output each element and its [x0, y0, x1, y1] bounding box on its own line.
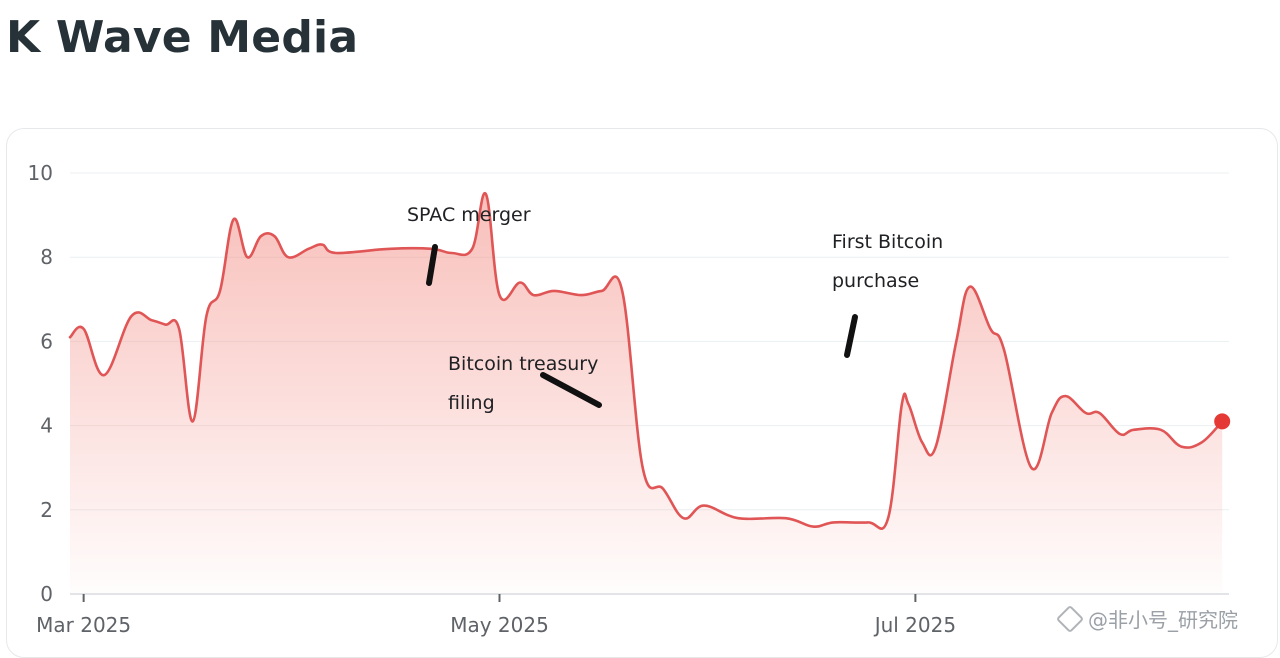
chart-card: 0 2 4 6 8 10 Mar 2025 May 2025 Jul 2025 SPAC mer… [6, 128, 1278, 658]
annotation-label: filing [448, 392, 495, 414]
y-tick-label: 2 [40, 498, 53, 522]
page-title: K Wave Media [6, 12, 359, 63]
last-point-marker[interactable] [1214, 413, 1231, 430]
series-area [70, 193, 1223, 594]
x-tick-label: Jul 2025 [873, 613, 956, 637]
watermark-logo-icon [1055, 604, 1085, 634]
annotation: First Bitcoin purchase [832, 231, 943, 358]
y-tick-label: 6 [40, 329, 53, 353]
watermark-text: @非小号_研究院 [1088, 608, 1238, 632]
watermark: @非小号_研究院 [1055, 604, 1238, 634]
price-chart: 0 2 4 6 8 10 Mar 2025 May 2025 Jul 2025 SPAC mer… [28, 161, 1231, 637]
annotation-pointer [844, 314, 858, 358]
series-line [68, 192, 1224, 530]
annotation-label: purchase [832, 270, 919, 292]
annotation: SPAC merger [407, 204, 531, 286]
x-tick-label: May 2025 [450, 613, 549, 637]
annotation-label: Bitcoin treasury [448, 353, 598, 375]
y-tick-label: 8 [40, 245, 53, 269]
x-tick-label: Mar 2025 [36, 613, 131, 637]
annotation-pointer [540, 372, 602, 408]
annotation-layer: SPAC merger Bitcoin treasury filing First B… [407, 204, 943, 414]
series-line-layer [68, 192, 1231, 530]
y-tick-label: 4 [40, 414, 53, 438]
axis-layer: 0 2 4 6 8 10 Mar 2025 May 2025 Jul 2025 [28, 161, 1229, 637]
y-tick-label: 0 [40, 582, 53, 606]
annotation: Bitcoin treasury filing [448, 353, 602, 414]
y-tick-label: 10 [28, 161, 53, 185]
annotation-label: First Bitcoin [832, 231, 943, 253]
area-fill-layer [70, 193, 1223, 594]
annotation-label: SPAC merger [407, 204, 531, 226]
annotation-pointer [426, 244, 438, 286]
